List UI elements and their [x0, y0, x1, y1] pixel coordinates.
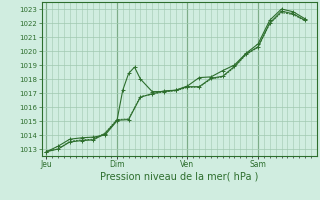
X-axis label: Pression niveau de la mer( hPa ): Pression niveau de la mer( hPa ) — [100, 172, 258, 182]
